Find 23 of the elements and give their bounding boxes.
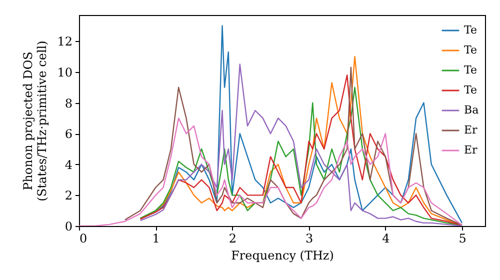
x-axis-title: Frequency (THz) (231, 248, 334, 262)
legend-label: Te (464, 84, 477, 96)
legend-label: Ba (464, 104, 480, 116)
y-tick-label: 6 (64, 127, 72, 142)
legend-label: Er (464, 144, 478, 156)
legend-label: Te (464, 64, 477, 76)
legend-label: Te (464, 44, 477, 56)
legend-label: Er (464, 124, 478, 136)
x-tick-label: 1 (152, 232, 160, 246)
x-tick-label: 5 (458, 232, 466, 246)
line-series (79, 118, 463, 226)
y-tick-label: 10 (57, 65, 72, 80)
y-tick-label: 8 (64, 96, 72, 110)
legend-label: Te (464, 24, 477, 36)
x-tick-label: 4 (382, 232, 390, 246)
y-tick-label: 4 (64, 158, 73, 172)
x-tick-label: 2 (228, 232, 237, 246)
y-tick-label: 2 (64, 188, 72, 203)
x-tick-label: 0 (80, 232, 88, 246)
x-tick-label: 3 (305, 232, 314, 246)
y-tick-label: 12 (57, 34, 72, 49)
y-tick-label: 0 (64, 220, 72, 234)
y-axis-title: Phonon projected DOS (States/THz·primitive cell) (21, 40, 50, 202)
